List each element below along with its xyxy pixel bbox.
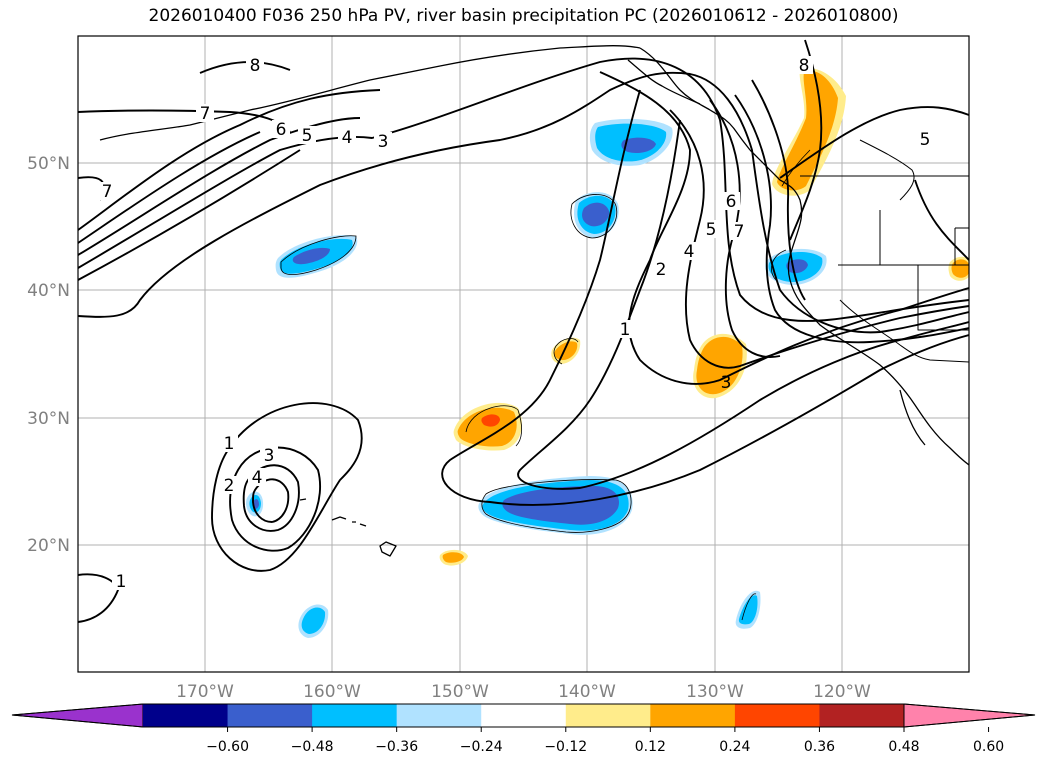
colorbar-cell (312, 704, 398, 727)
contour-label: 8 (799, 56, 810, 76)
lon-label: 170°W (176, 682, 234, 702)
colorbar-tick-label: −0.24 (460, 739, 503, 755)
map-area: 8 7 6 5 4 3 1 2 3 4 1 2 4 5 (78, 36, 969, 672)
colorbar-over-extension (903, 703, 1036, 728)
colorbar-cell (396, 704, 482, 727)
lat-label: 50°N (27, 154, 70, 174)
gridlines (78, 36, 969, 672)
contour-label: 7 (102, 182, 113, 202)
lon-label: 120°W (813, 682, 871, 702)
map-title: 2026010400 F036 250 hPa PV, river basin … (148, 6, 899, 26)
contour-label: 7 (734, 222, 745, 242)
contour-label: 2 (224, 476, 235, 496)
precip-outlines (280, 149, 811, 621)
contour-label: 1 (116, 572, 127, 592)
contour-label: 6 (726, 192, 737, 212)
contour-label: 3 (264, 446, 275, 466)
negative-patch-41n-125w (765, 248, 827, 285)
colorbar-ticks: −0.60 −0.48 −0.36 −0.24 −0.12 0.12 0.24 0.36 0.4… (206, 727, 1004, 755)
lon-label: 160°W (303, 682, 361, 702)
colorbar-tick-label: −0.60 (206, 739, 249, 755)
lon-label: 140°W (558, 682, 616, 702)
negative-patch-14n-161w (298, 604, 329, 638)
contour-label: 4 (684, 242, 695, 262)
colorbar-tick-label: −0.48 (291, 739, 334, 755)
negative-patch-north-central (589, 118, 673, 166)
latitude-labels: 50°N 40°N 30°N 20°N (27, 154, 70, 556)
colorbar-cell (227, 704, 313, 727)
contour-label: 8 (250, 56, 261, 76)
lat-label: 30°N (27, 409, 70, 429)
negative-patch-23n-166w (246, 491, 264, 517)
borders (800, 139, 969, 363)
colorbar-cell (819, 704, 905, 727)
coastlines (99, 45, 969, 557)
contour-label: 5 (302, 126, 313, 146)
contour-label: 4 (252, 468, 263, 488)
colorbar-tick-label: −0.12 (544, 739, 587, 755)
colorbar: −0.60 −0.48 −0.36 −0.24 −0.12 0.12 0.24 0.36 0.4… (11, 703, 1036, 755)
contour-label: 3 (378, 132, 389, 152)
positive-patch-29n-148w (453, 402, 522, 451)
colorbar-cell (734, 704, 820, 727)
contour-label: 1 (620, 320, 631, 340)
colorbar-tick-label: 0.48 (888, 739, 919, 755)
colorbar-tick-label: 0.36 (804, 739, 835, 755)
negative-patch-42n-160w (275, 234, 358, 278)
contour-label: 7 (200, 104, 211, 124)
colorbar-tick-label: 0.12 (635, 739, 666, 755)
colorbar-under-extension (11, 703, 144, 728)
colorbar-cell (481, 704, 567, 727)
contour-label: 5 (706, 220, 717, 240)
negative-patch-24n-140w (478, 476, 633, 535)
colorbar-cell (650, 704, 736, 727)
contour-label: 4 (342, 128, 353, 148)
contour-label-group: 8 7 6 5 4 3 1 2 3 4 1 2 4 5 (98, 56, 934, 592)
positive-patch-oregon-coast (772, 68, 846, 196)
contour-label: 1 (224, 434, 235, 454)
positive-patch-41n-116w (948, 256, 969, 281)
lat-label: 20°N (27, 536, 70, 556)
colorbar-cell (565, 704, 651, 727)
longitude-labels: 170°W 160°W 150°W 140°W 130°W 120°W (176, 682, 871, 702)
lat-label: 40°N (27, 281, 70, 301)
lon-label: 130°W (686, 682, 744, 702)
contour-label: 5 (920, 130, 931, 150)
contour-label: 6 (276, 120, 287, 140)
colorbar-tick-label: 0.24 (719, 739, 750, 755)
colorbar-tick-label: −0.36 (375, 739, 418, 755)
contour-label: 3 (721, 373, 732, 393)
colorbar-cells (143, 704, 905, 727)
positive-patch-19n-150w (439, 549, 468, 566)
contour-label: 2 (656, 260, 667, 280)
colorbar-cell (143, 704, 229, 727)
map-frame (77, 35, 970, 673)
positive-patch-35n-141w (551, 337, 581, 364)
pv-contours (78, 39, 969, 623)
lon-label: 150°W (431, 682, 489, 702)
colorbar-tick-label: 0.60 (973, 739, 1004, 755)
